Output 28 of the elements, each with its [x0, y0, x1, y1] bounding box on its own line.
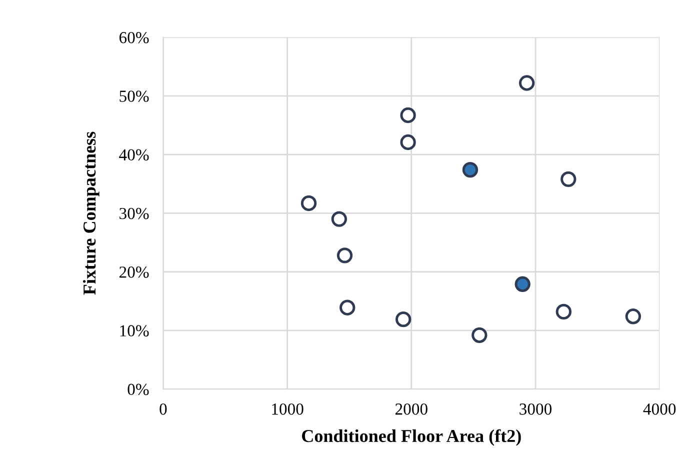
point: [514, 276, 530, 292]
point: [400, 134, 416, 150]
point: [336, 248, 353, 264]
point: [331, 211, 348, 227]
point: [462, 162, 478, 178]
y-tick-label: 50%: [120, 90, 149, 102]
x-tick-label: 0: [160, 403, 167, 415]
y-tick-label: 60%: [119, 32, 149, 44]
y-tick-label: 30%: [120, 208, 149, 220]
point: [340, 300, 356, 316]
point: [395, 311, 412, 328]
y-tick-label: 0%: [128, 384, 149, 396]
x-tick-label: 1000: [272, 403, 304, 415]
x-tick-label: 3000: [520, 403, 552, 415]
y-tick-label: 40%: [119, 149, 149, 161]
y-tick-label: 20%: [119, 266, 149, 278]
x-tick-label: 2000: [395, 403, 428, 415]
x-tick-label: 4000: [643, 403, 676, 415]
point: [556, 304, 572, 320]
x-axis-title: Conditioned Floor Area (ft2): [302, 429, 521, 446]
y-tick-label: 10%: [120, 325, 149, 336]
point: [300, 195, 317, 212]
point: [625, 308, 642, 324]
point: [400, 107, 416, 124]
point: [560, 171, 576, 188]
y-axis-title: Fixture Compactness: [82, 132, 100, 295]
point: [472, 327, 488, 343]
point: [518, 75, 535, 91]
